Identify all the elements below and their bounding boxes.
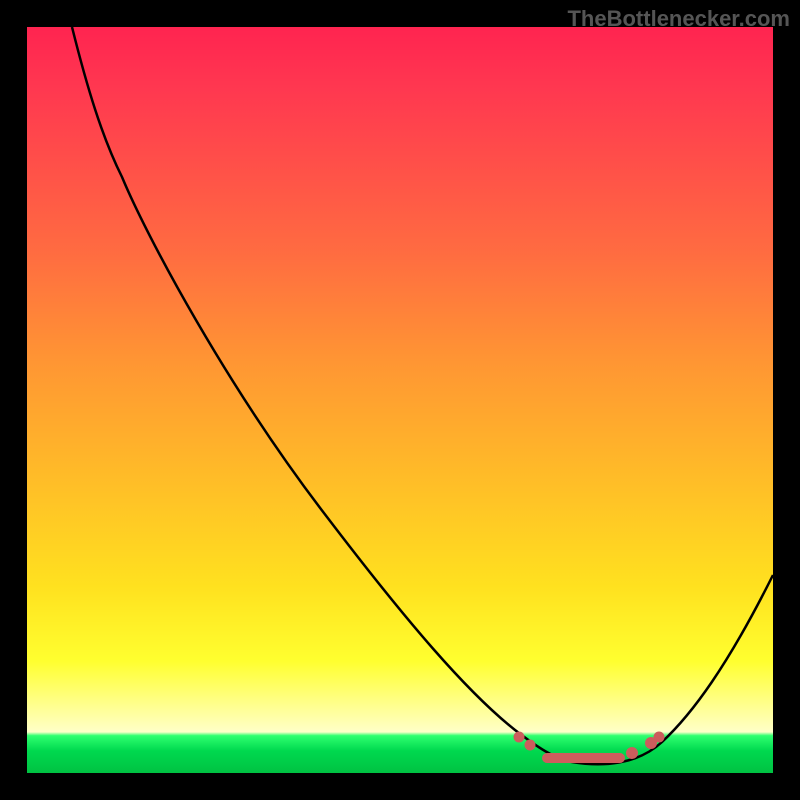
bottleneck-curve bbox=[72, 27, 773, 764]
curve-layer bbox=[27, 27, 773, 773]
chart-container: TheBottlenecker.com bbox=[0, 0, 800, 800]
dot bbox=[525, 740, 536, 751]
dot bbox=[654, 732, 665, 743]
dot bbox=[514, 732, 525, 743]
watermark-text: TheBottlenecker.com bbox=[567, 6, 790, 32]
dot bbox=[626, 747, 638, 759]
plot-area bbox=[27, 27, 773, 773]
